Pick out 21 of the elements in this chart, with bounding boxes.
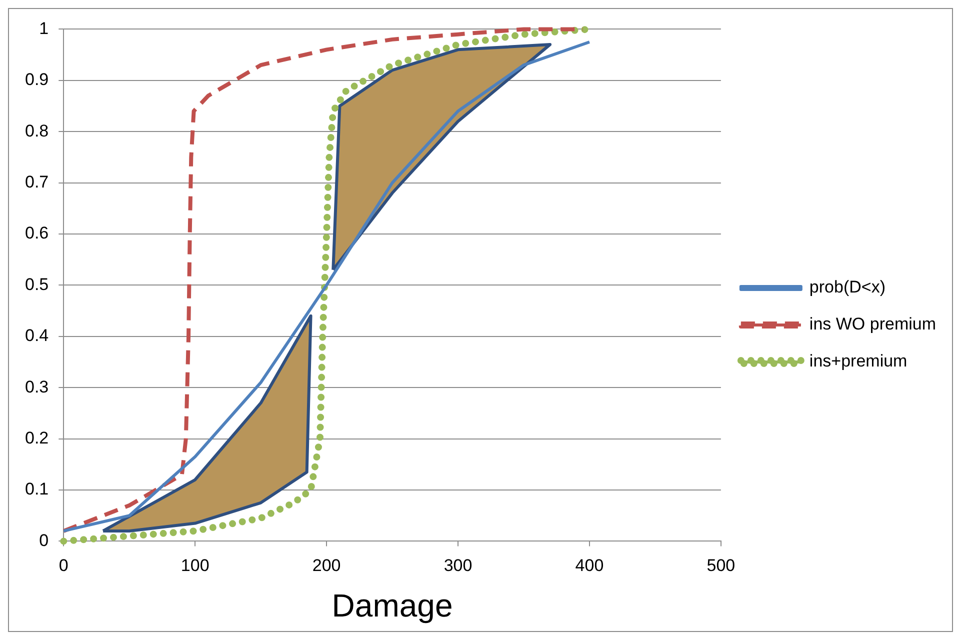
x-tick-label: 500 [706, 556, 736, 576]
y-tick-label: 0.2 [24, 428, 49, 448]
y-tick-label: 0.3 [24, 377, 49, 396]
y-tick-label: 0.8 [24, 121, 49, 140]
legend-label: ins WO premium [809, 314, 936, 334]
y-tick-label: 0.7 [24, 172, 49, 192]
x-tick-label: 100 [180, 556, 210, 576]
y-tick-label: 0 [39, 530, 49, 550]
legend-label: ins+premium [809, 352, 908, 371]
y-tick-label: 0.1 [24, 480, 49, 499]
x-tick-label: 200 [312, 556, 341, 576]
y-tick-label: 1 [39, 18, 49, 38]
y-tick-label: 0.9 [24, 70, 49, 90]
x-tick-label: 400 [575, 556, 604, 576]
y-tick-label: 0.5 [24, 274, 49, 294]
y-tick-label: 0.4 [24, 326, 49, 346]
legend-label: prob(D<x) [809, 278, 886, 297]
y-tick-label: 0.6 [24, 224, 49, 243]
x-tick-label: 0 [58, 556, 68, 576]
x-tick-label: 300 [444, 556, 472, 576]
x-axis-title: Damage [332, 588, 453, 624]
